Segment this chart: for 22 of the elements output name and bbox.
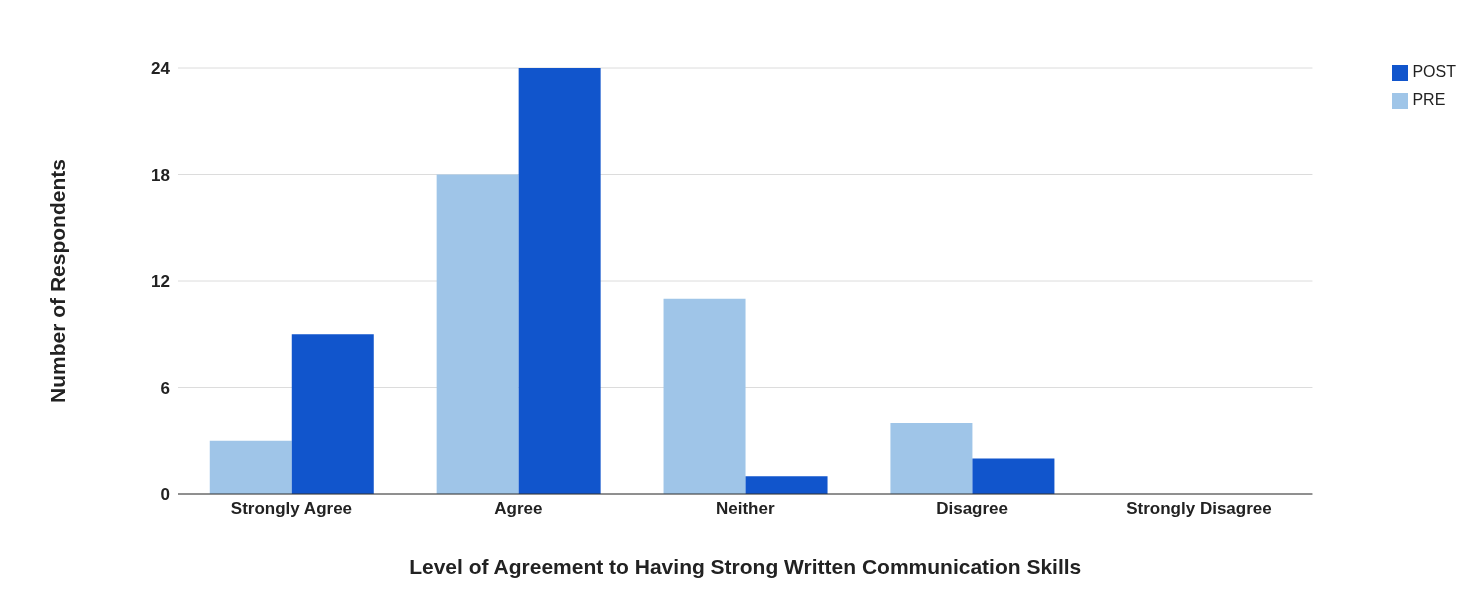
y-tick-label: 18 — [151, 165, 170, 185]
bar — [209, 440, 292, 494]
legend-label: PRE — [1412, 91, 1446, 108]
bar — [745, 476, 828, 494]
x-tick-label: Disagree — [936, 499, 1009, 519]
bar — [663, 298, 746, 494]
y-tick-label: 0 — [160, 485, 170, 505]
bar — [291, 334, 374, 494]
bar — [436, 174, 519, 494]
x-tick-label: Agree — [494, 499, 543, 519]
x-tick-label: Neither — [715, 499, 775, 519]
legend-label: POST — [1412, 63, 1456, 80]
x-axis-title: Level of Agreement to Having Strong Written Communication Skills — [409, 555, 1082, 578]
y-tick-label: 6 — [160, 378, 170, 398]
y-axis-title: Number of Respondents — [46, 159, 70, 403]
bar — [518, 68, 601, 494]
x-tick-label: Strongly Agree — [230, 499, 353, 519]
x-tick-label: Strongly Disagree — [1126, 499, 1272, 519]
y-tick-label: 24 — [151, 59, 171, 79]
bar — [972, 458, 1055, 494]
y-tick-label: 12 — [151, 272, 170, 292]
bar — [890, 423, 973, 494]
